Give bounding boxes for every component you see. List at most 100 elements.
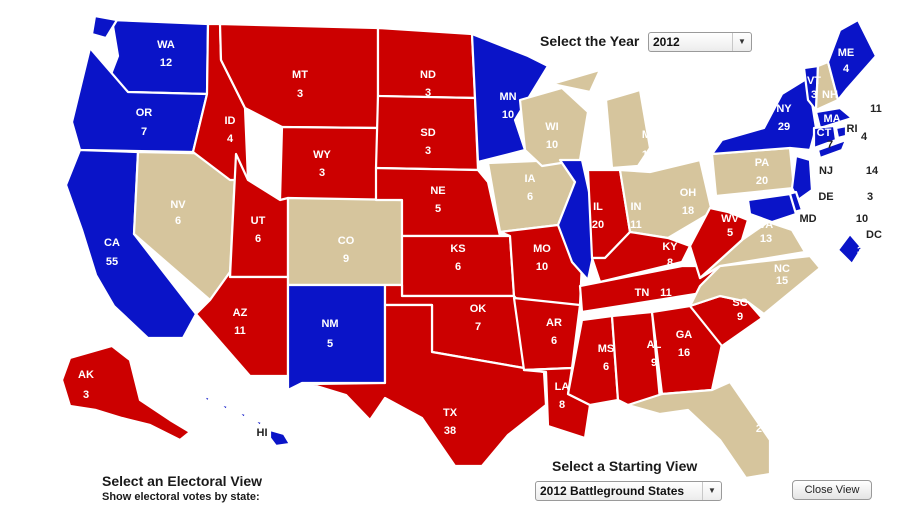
electoral-votes-de: 3	[867, 191, 873, 203]
electoral-votes-mo: 10	[536, 261, 548, 273]
state-ny-part[interactable]	[816, 138, 848, 160]
electoral-votes-nd: 3	[425, 87, 431, 99]
state-ar[interactable]	[512, 296, 582, 372]
year-label: Select the Year	[540, 33, 640, 49]
close-view-button[interactable]: Close View	[792, 480, 872, 500]
electoral-votes-ca: 55	[106, 256, 118, 268]
electoral-votes-mn: 10	[502, 109, 514, 121]
electoral-votes-ok: 7	[475, 321, 481, 333]
state-hi[interactable]	[268, 428, 292, 448]
state-ms[interactable]	[566, 314, 620, 407]
state-mi[interactable]	[550, 68, 602, 94]
state-ak[interactable]	[60, 344, 192, 442]
electoral-votes-ct: 7	[827, 139, 833, 151]
state-label-fl: FL	[755, 403, 769, 415]
state-ri[interactable]	[834, 124, 848, 140]
electoral-votes-ut: 6	[255, 233, 261, 245]
state-label-co: CO	[338, 235, 355, 247]
electoral-votes-co: 9	[343, 253, 349, 265]
state-ma[interactable]	[814, 106, 854, 130]
state-label-ak: AK	[78, 369, 94, 381]
state-label-nj: NJ	[819, 165, 833, 177]
state-wy[interactable]	[278, 125, 380, 202]
state-wa-part[interactable]	[90, 14, 119, 40]
state-label-me: ME	[838, 47, 855, 59]
state-label-sc: SC	[732, 297, 747, 309]
state-me[interactable]	[826, 18, 878, 102]
state-dc[interactable]	[836, 232, 864, 266]
state-ga[interactable]	[650, 304, 724, 396]
state-label-ca: CA	[104, 237, 120, 249]
electoral-votes-vt: 3	[811, 89, 817, 101]
state-label-ar: AR	[546, 317, 562, 329]
state-md[interactable]	[746, 192, 798, 224]
state-hi-part[interactable]	[236, 410, 248, 420]
electoral-votes-ar: 6	[551, 335, 557, 347]
state-label-mt: MT	[292, 69, 308, 81]
state-label-il: IL	[593, 201, 603, 213]
state-label-ks: KS	[450, 243, 465, 255]
state-fl[interactable]	[626, 380, 772, 480]
state-label-ky: KY	[662, 241, 678, 253]
electoral-votes-nc: 15	[776, 275, 788, 287]
electoral-votes-az: 11	[234, 325, 246, 337]
state-label-ma: MA	[823, 113, 840, 125]
state-label-tx: TX	[443, 407, 458, 419]
state-label-hi: HI	[257, 427, 268, 439]
electoral-view-label: Select an Electoral View	[102, 473, 263, 489]
starting-view-select[interactable]: 2012 Battleground States ▼	[535, 481, 722, 501]
state-label-la: LA	[555, 381, 570, 393]
state-label-ne: NE	[430, 185, 445, 197]
state-label-ga: GA	[676, 329, 693, 341]
electoral-votes-sd: 3	[425, 145, 431, 157]
state-nm[interactable]	[286, 283, 387, 392]
chevron-down-icon: ▼	[702, 482, 721, 500]
state-label-de: DE	[818, 191, 833, 203]
year-select-value: 2012	[653, 35, 680, 49]
state-label-ri: RI	[847, 123, 858, 135]
electoral-votes-wv: 5	[727, 227, 733, 239]
state-label-mn: MN	[499, 91, 516, 103]
state-ny[interactable]	[710, 76, 818, 156]
state-ct[interactable]	[812, 124, 838, 150]
electoral-votes-id: 4	[227, 133, 234, 145]
state-tx[interactable]	[308, 303, 548, 468]
state-nc[interactable]	[688, 254, 822, 316]
state-pa[interactable]	[710, 146, 796, 198]
electoral-votes-tx: 38	[444, 425, 456, 437]
state-label-ut: UT	[251, 215, 266, 227]
electoral-votes-nv: 6	[175, 215, 181, 227]
state-label-nh: NH	[822, 89, 838, 101]
electoral-votes-al: 9	[651, 357, 657, 369]
state-label-sd: SD	[420, 127, 435, 139]
electoral-votes-ma: 11	[870, 103, 882, 115]
state-label-wy: WY	[313, 149, 331, 161]
electoral-votes-or: 7	[141, 126, 147, 138]
state-label-ct: CT	[817, 127, 832, 139]
state-label-nm: NM	[321, 318, 338, 330]
electoral-votes-nj: 14	[866, 165, 879, 177]
electoral-votes-ny: 29	[778, 121, 790, 133]
electoral-votes-la: 8	[559, 399, 565, 411]
state-nj[interactable]	[790, 154, 814, 202]
electoral-votes-hi: 4	[297, 431, 304, 443]
state-wa[interactable]	[106, 18, 210, 96]
electoral-votes-wi: 10	[546, 139, 558, 151]
state-mi-part[interactable]	[604, 88, 652, 170]
electoral-votes-ky: 8	[667, 257, 673, 269]
year-select[interactable]: 2012 ▼	[648, 32, 752, 52]
state-hi-part[interactable]	[218, 402, 230, 412]
electoral-votes-ks: 6	[455, 261, 461, 273]
state-hi-part[interactable]	[252, 418, 264, 428]
state-label-al: AL	[647, 339, 662, 351]
state-label-ny: NY	[776, 103, 792, 115]
state-wv[interactable]	[688, 206, 750, 280]
state-label-wv: WV	[721, 213, 739, 225]
state-mn[interactable]	[470, 32, 550, 164]
state-label-wa: WA	[157, 39, 175, 51]
state-label-ok: OK	[470, 303, 487, 315]
state-label-nc: NC	[774, 263, 790, 275]
state-label-az: AZ	[233, 307, 248, 319]
state-hi-part[interactable]	[202, 394, 212, 404]
